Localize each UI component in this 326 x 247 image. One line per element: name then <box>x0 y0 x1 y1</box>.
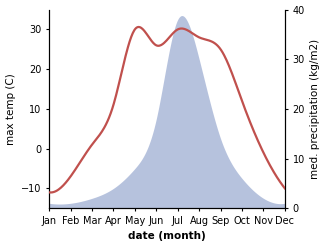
Y-axis label: max temp (C): max temp (C) <box>6 73 16 145</box>
Y-axis label: med. precipitation (kg/m2): med. precipitation (kg/m2) <box>310 39 320 179</box>
X-axis label: date (month): date (month) <box>128 231 206 242</box>
